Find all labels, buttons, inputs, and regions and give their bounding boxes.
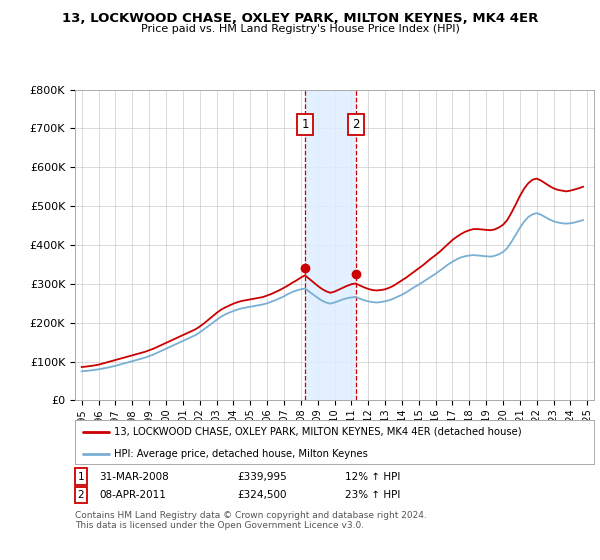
Text: 31-MAR-2008: 31-MAR-2008: [99, 472, 169, 482]
Text: Price paid vs. HM Land Registry's House Price Index (HPI): Price paid vs. HM Land Registry's House …: [140, 24, 460, 34]
Text: 08-APR-2011: 08-APR-2011: [99, 490, 166, 500]
Text: 2: 2: [77, 490, 85, 500]
Text: 23% ↑ HPI: 23% ↑ HPI: [345, 490, 400, 500]
Text: 1: 1: [77, 472, 85, 482]
Text: 13, LOCKWOOD CHASE, OXLEY PARK, MILTON KEYNES, MK4 4ER (detached house): 13, LOCKWOOD CHASE, OXLEY PARK, MILTON K…: [114, 427, 521, 437]
Text: Contains HM Land Registry data © Crown copyright and database right 2024.
This d: Contains HM Land Registry data © Crown c…: [75, 511, 427, 530]
Text: 2: 2: [352, 118, 359, 131]
Text: £339,995: £339,995: [237, 472, 287, 482]
Text: 12% ↑ HPI: 12% ↑ HPI: [345, 472, 400, 482]
Text: 1: 1: [301, 118, 309, 131]
Bar: [305, 90, 356, 400]
Text: £324,500: £324,500: [237, 490, 287, 500]
Text: 13, LOCKWOOD CHASE, OXLEY PARK, MILTON KEYNES, MK4 4ER: 13, LOCKWOOD CHASE, OXLEY PARK, MILTON K…: [62, 12, 538, 25]
Text: HPI: Average price, detached house, Milton Keynes: HPI: Average price, detached house, Milt…: [114, 449, 368, 459]
